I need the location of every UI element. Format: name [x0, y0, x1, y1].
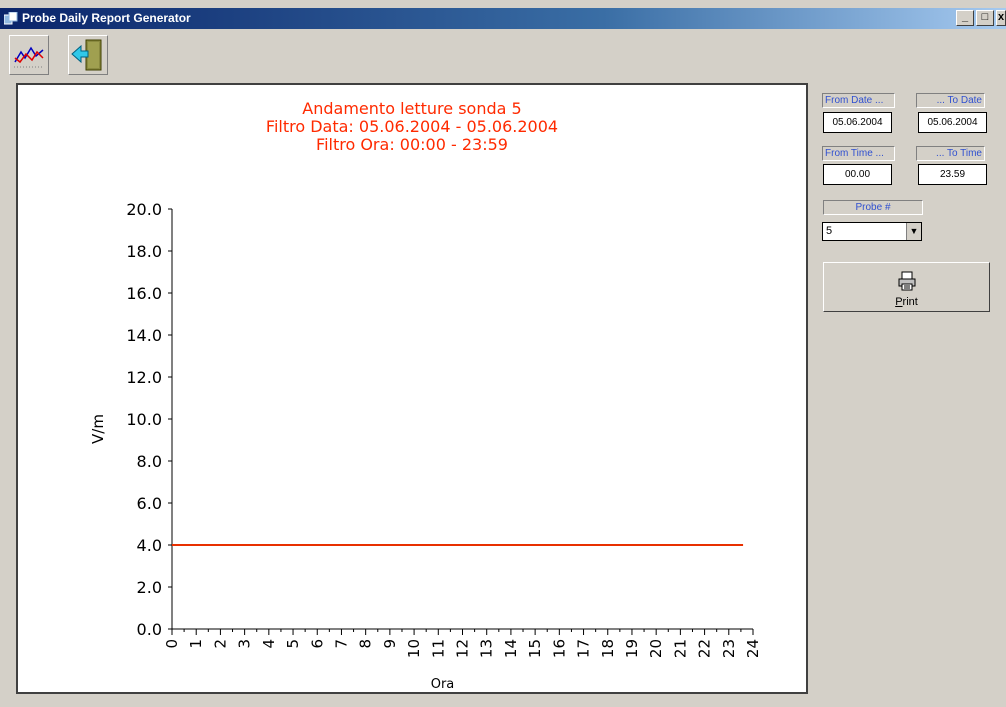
chart-title-line: Filtro Data: 05.06.2004 - 05.06.2004 [266, 117, 558, 136]
x-tick-label: 0 [163, 639, 181, 649]
x-tick-label: 20 [647, 639, 665, 658]
printer-icon [898, 271, 916, 291]
x-tick-label: 19 [623, 639, 641, 658]
y-tick-label: 0.0 [137, 620, 162, 639]
exit-door-icon [71, 39, 102, 71]
x-tick-label: 3 [236, 639, 254, 649]
x-tick-label: 1 [187, 639, 205, 649]
x-tick-label: 14 [502, 639, 520, 658]
exit-toolbar-button[interactable] [68, 35, 108, 75]
chevron-down-icon[interactable]: ▼ [906, 223, 921, 240]
x-tick-label: 7 [332, 639, 350, 649]
x-tick-label: 12 [454, 639, 472, 658]
to-time-field[interactable]: 23.59 [918, 164, 987, 185]
x-tick-label: 21 [671, 639, 689, 658]
x-tick-label: 6 [308, 639, 326, 649]
chart-title-line: Filtro Ora: 00:00 - 23:59 [316, 135, 508, 154]
y-tick-label: 10.0 [126, 410, 162, 429]
y-tick-label: 2.0 [137, 578, 162, 597]
x-tick-label: 17 [575, 639, 593, 658]
chart-toolbar-button[interactable] [9, 35, 49, 75]
chart-title-line: Andamento letture sonda 5 [302, 99, 521, 118]
x-tick-label: 5 [284, 639, 302, 649]
x-tick-label: 18 [599, 639, 617, 658]
y-axis-label: V/m [89, 414, 107, 444]
x-tick-label: 23 [720, 639, 738, 658]
x-tick-label: 9 [381, 639, 399, 649]
to-time-label: ... To Time [916, 146, 985, 161]
x-tick-label: 22 [696, 639, 714, 658]
title-bar: Probe Daily Report Generator _ □ x [0, 8, 1006, 29]
x-axis-label: Ora [431, 677, 455, 692]
from-date-field[interactable]: 05.06.2004 [823, 112, 892, 133]
to-date-label: ... To Date [916, 93, 985, 108]
minimize-button[interactable]: _ [956, 10, 974, 26]
probe-select[interactable]: 5 ▼ [822, 222, 922, 241]
y-tick-label: 12.0 [126, 368, 162, 387]
x-tick-label: 13 [478, 639, 496, 658]
from-time-field[interactable]: 00.00 [823, 164, 892, 185]
to-date-field[interactable]: 05.06.2004 [918, 112, 987, 133]
app-icon [4, 12, 18, 25]
probe-label: Probe # [823, 200, 923, 215]
y-tick-label: 20.0 [126, 200, 162, 219]
x-tick-label: 4 [260, 639, 278, 649]
x-tick-label: 16 [550, 639, 568, 658]
from-time-label: From Time ... [822, 146, 895, 161]
y-tick-label: 6.0 [137, 494, 162, 513]
chart-panel: Andamento letture sonda 5 Filtro Data: 05… [16, 83, 808, 694]
y-tick-label: 18.0 [126, 242, 162, 261]
y-tick-label: 16.0 [126, 284, 162, 303]
print-button-label: Print [895, 296, 918, 308]
close-button[interactable]: x [996, 10, 1006, 26]
probe-select-value: 5 [826, 225, 833, 237]
x-tick-label: 15 [526, 639, 544, 658]
y-tick-label: 8.0 [137, 452, 162, 471]
x-tick-label: 11 [429, 639, 447, 658]
x-tick-label: 10 [405, 639, 423, 658]
x-tick-label: 2 [211, 639, 229, 649]
maximize-button[interactable]: □ [976, 10, 994, 26]
y-tick-label: 14.0 [126, 326, 162, 345]
x-tick-label: 24 [744, 639, 762, 658]
from-date-label: From Date ... [822, 93, 895, 108]
y-tick-label: 4.0 [137, 536, 162, 555]
x-tick-label: 8 [357, 639, 375, 649]
print-button[interactable]: Print [823, 262, 990, 312]
window-title: Probe Daily Report Generator [22, 11, 191, 25]
chart-icon [12, 38, 46, 72]
